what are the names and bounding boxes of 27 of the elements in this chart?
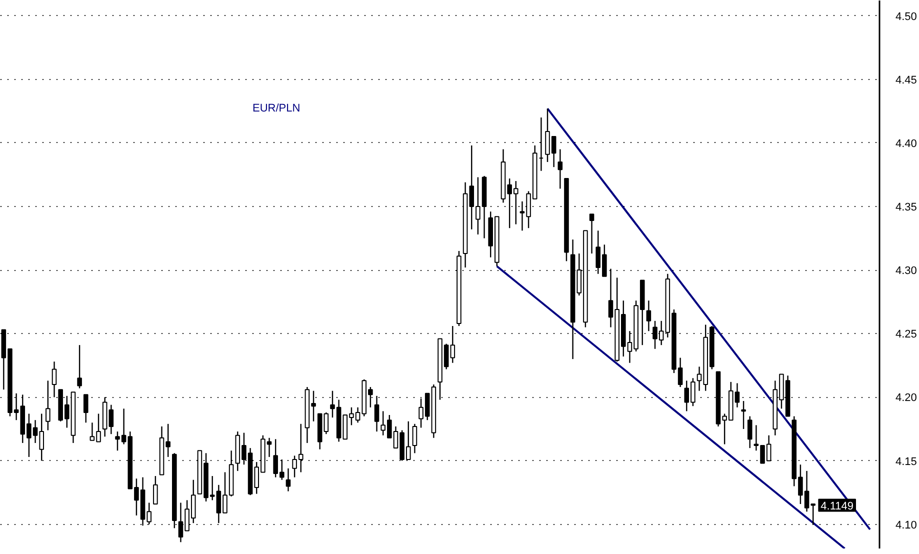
candlestick [77, 344, 82, 389]
y-tick-label: 4.35 [896, 201, 917, 214]
candlestick [558, 148, 563, 190]
candlestick [83, 394, 88, 424]
candlestick [286, 468, 291, 492]
annotation: 4.1149 [820, 500, 854, 512]
candlestick [108, 404, 114, 435]
candlestick [747, 416, 752, 449]
candlestick [153, 475, 158, 505]
candlestick [52, 360, 57, 398]
candlestick [412, 423, 418, 454]
y-tick-label: 4.10 [896, 519, 917, 532]
candlestick [324, 412, 329, 435]
candlestick [46, 380, 50, 431]
candlestick [589, 214, 594, 254]
y-tick-label: 4.40 [896, 138, 917, 150]
text: EUR/PLN [252, 102, 300, 114]
candlestick [646, 300, 652, 332]
y-tick-label: 4.45 [896, 74, 917, 86]
y-tick-label: 4.50 [896, 10, 917, 23]
y-tick-label: 4.30 [896, 265, 917, 278]
y-tick-label: 4.25 [896, 328, 917, 341]
candlestick [374, 395, 380, 432]
y-tick-label: 4.20 [896, 392, 917, 404]
y-tick-label: 4.15 [896, 456, 917, 468]
candlestick [741, 400, 746, 430]
candlestick [450, 325, 456, 364]
